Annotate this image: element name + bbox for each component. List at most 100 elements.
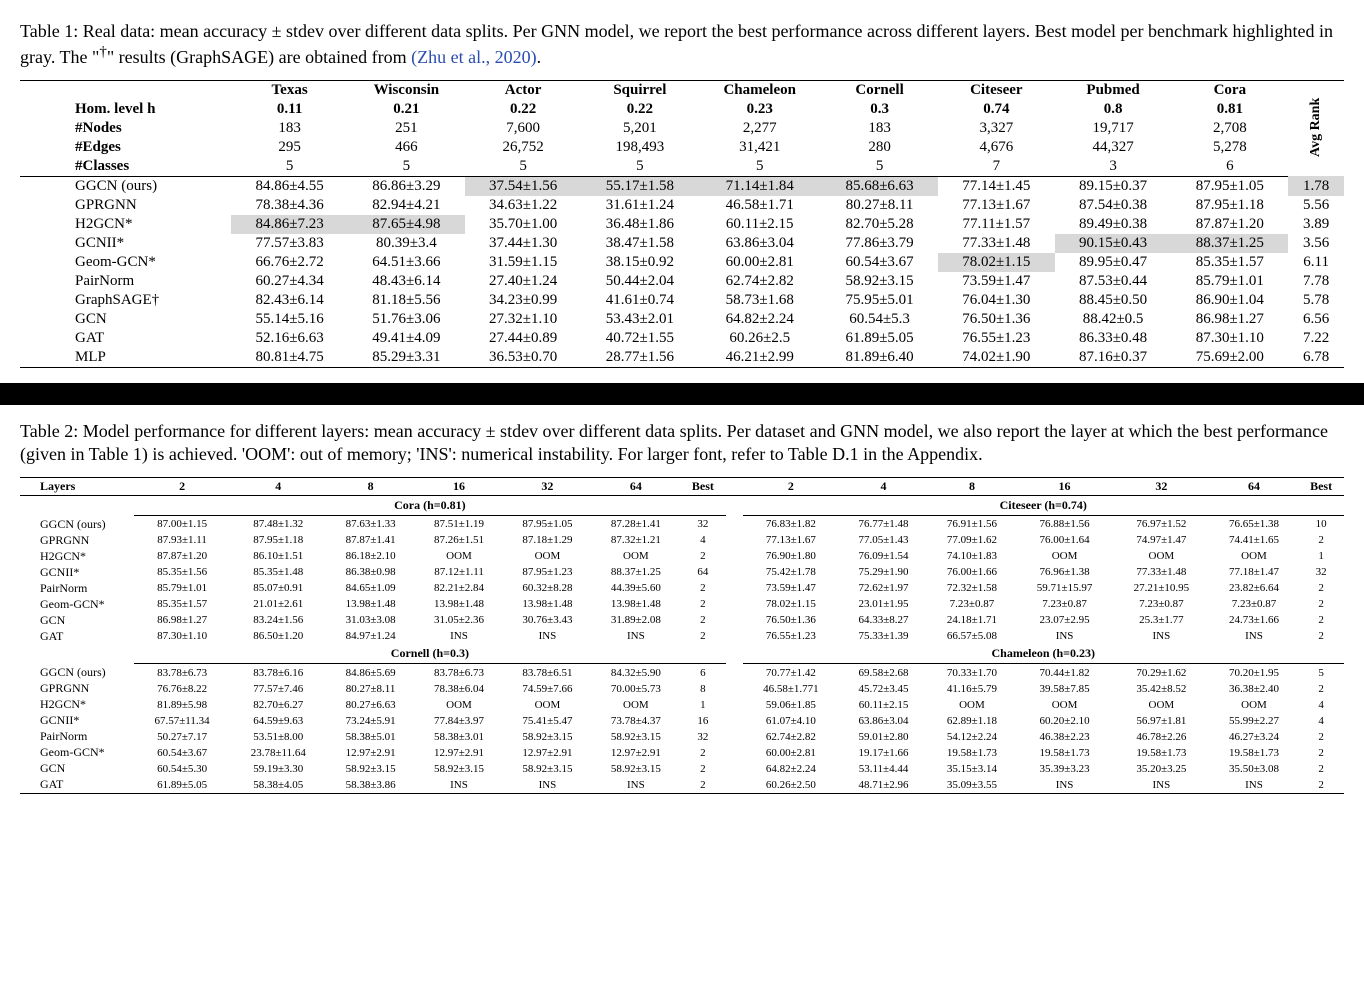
result-cell: 76.50±1.36 — [743, 612, 840, 628]
result-cell: 76.76±8.22 — [134, 681, 230, 697]
result-cell: 89.15±0.37 — [1055, 176, 1172, 196]
avg-rank-value: 7.78 — [1288, 272, 1344, 291]
meta-value: 6 — [1171, 157, 1288, 177]
result-cell: 60.11±2.15 — [698, 215, 821, 234]
result-cell: 78.38±4.36 — [231, 196, 348, 215]
result-cell: 55.99±2.27 — [1210, 713, 1298, 729]
result-cell: 64.59±9.63 — [230, 713, 326, 729]
meta-value: 5 — [348, 157, 465, 177]
result-cell: OOM — [415, 697, 503, 713]
result-cell: 50.27±7.17 — [134, 729, 230, 745]
result-cell: 56.97±1.81 — [1113, 713, 1210, 729]
model-name: GAT — [20, 777, 134, 794]
result-cell: 78.38±6.04 — [415, 681, 503, 697]
table1-caption: Table 1: Real data: mean accuracy ± stde… — [20, 20, 1344, 70]
result-cell: INS — [1016, 628, 1113, 644]
model-name: GPRGNN — [20, 532, 134, 548]
result-cell: OOM — [1016, 548, 1113, 564]
meta-value: 5,278 — [1171, 138, 1288, 157]
result-cell: 77.05±1.43 — [839, 532, 927, 548]
result-cell: 32 — [680, 729, 726, 745]
result-cell: 77.57±7.46 — [230, 681, 326, 697]
result-cell: 19.58±1.73 — [1113, 745, 1210, 761]
result-cell: 23.78±11.64 — [230, 745, 326, 761]
layer-col-header: Best — [680, 478, 726, 496]
result-cell: 64 — [680, 564, 726, 580]
result-cell: 60.54±5.30 — [134, 761, 230, 777]
result-cell: 59.71±15.97 — [1016, 580, 1113, 596]
dagger: † — [99, 44, 107, 60]
result-cell: 76.83±1.82 — [743, 516, 840, 532]
result-cell: 87.63±1.33 — [326, 516, 414, 532]
result-cell: 84.97±1.24 — [326, 628, 414, 644]
result-cell: 77.11±1.57 — [938, 215, 1055, 234]
caption-text: " results (GraphSAGE) are obtained from — [107, 47, 411, 67]
result-cell: 23.07±2.95 — [1016, 612, 1113, 628]
result-cell: 53.43±2.01 — [581, 310, 698, 329]
result-cell: 32 — [1298, 564, 1344, 580]
result-cell: 84.86±5.69 — [326, 665, 414, 681]
section-divider — [0, 383, 1364, 405]
result-cell: 77.14±1.45 — [938, 176, 1055, 196]
result-cell: 86.98±1.27 — [134, 612, 230, 628]
result-cell: 86.50±1.20 — [230, 628, 326, 644]
meta-value: 0.8 — [1055, 100, 1172, 119]
result-cell: 36.53±0.70 — [465, 348, 582, 368]
result-cell: 76.50±1.36 — [938, 310, 1055, 329]
result-cell: 59.19±3.30 — [230, 761, 326, 777]
meta-value: 4,676 — [938, 138, 1055, 157]
result-cell: 77.33±1.48 — [938, 234, 1055, 253]
result-cell: 87.95±1.18 — [1171, 196, 1288, 215]
result-cell: 87.30±1.10 — [1171, 329, 1288, 348]
result-cell: 2 — [680, 628, 726, 644]
result-cell: 76.65±1.38 — [1210, 516, 1298, 532]
block-title: Chameleon (h=0.23) — [743, 644, 1344, 664]
model-name: PairNorm — [20, 580, 134, 596]
result-cell: 74.02±1.90 — [938, 348, 1055, 368]
result-cell: 45.72±3.45 — [839, 681, 927, 697]
result-cell: 80.27±6.63 — [326, 697, 414, 713]
result-cell: 76.04±1.30 — [938, 291, 1055, 310]
result-cell: 2 — [680, 777, 726, 794]
meta-value: 0.21 — [348, 100, 465, 119]
result-cell: 70.29±1.62 — [1113, 665, 1210, 681]
result-cell: 58.92±3.15 — [592, 729, 680, 745]
meta-value: 19,717 — [1055, 119, 1172, 138]
layer-col-header: 8 — [326, 478, 414, 496]
meta-value: 0.81 — [1171, 100, 1288, 119]
result-cell: 51.76±3.06 — [348, 310, 465, 329]
result-cell: 82.21±2.84 — [415, 580, 503, 596]
result-cell: INS — [1113, 628, 1210, 644]
result-cell: 75.95±5.01 — [821, 291, 938, 310]
meta-value: 5 — [698, 157, 821, 177]
avg-rank-value: 1.78 — [1288, 176, 1344, 196]
result-cell: 23.01±1.95 — [839, 596, 927, 612]
meta-value: 31,421 — [698, 138, 821, 157]
result-cell: 53.51±8.00 — [230, 729, 326, 745]
result-cell: 46.58±1.71 — [698, 196, 821, 215]
caption-text: Table 2: Model performance for different… — [20, 421, 1328, 464]
result-cell: 87.54±0.38 — [1055, 196, 1172, 215]
avg-rank-value: 3.89 — [1288, 215, 1344, 234]
result-cell: 28.77±1.56 — [581, 348, 698, 368]
avg-rank-value: 6.56 — [1288, 310, 1344, 329]
result-cell: 4 — [680, 532, 726, 548]
result-cell: 69.58±2.68 — [839, 665, 927, 681]
result-cell: 88.45±0.50 — [1055, 291, 1172, 310]
result-cell: 31.03±3.08 — [326, 612, 414, 628]
result-cell: 87.53±0.44 — [1055, 272, 1172, 291]
result-cell: 82.43±6.14 — [231, 291, 348, 310]
dataset-header: Chameleon — [698, 80, 821, 100]
model-name: MLP — [20, 348, 231, 368]
result-cell: 89.49±0.38 — [1055, 215, 1172, 234]
result-cell: 75.29±1.90 — [839, 564, 927, 580]
result-cell: 2 — [1298, 628, 1344, 644]
citation-link[interactable]: (Zhu et al., 2020) — [411, 47, 536, 67]
result-cell: 87.87±1.20 — [1171, 215, 1288, 234]
result-cell: 64.51±3.66 — [348, 253, 465, 272]
layer-col-header: 32 — [1113, 478, 1210, 496]
layer-col-header: 64 — [592, 478, 680, 496]
result-cell: 74.97±1.47 — [1113, 532, 1210, 548]
result-cell: 60.54±5.3 — [821, 310, 938, 329]
result-cell: 31.61±1.24 — [581, 196, 698, 215]
